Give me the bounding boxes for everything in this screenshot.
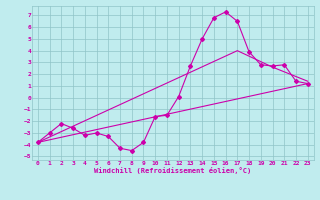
X-axis label: Windchill (Refroidissement éolien,°C): Windchill (Refroidissement éolien,°C): [94, 167, 252, 174]
